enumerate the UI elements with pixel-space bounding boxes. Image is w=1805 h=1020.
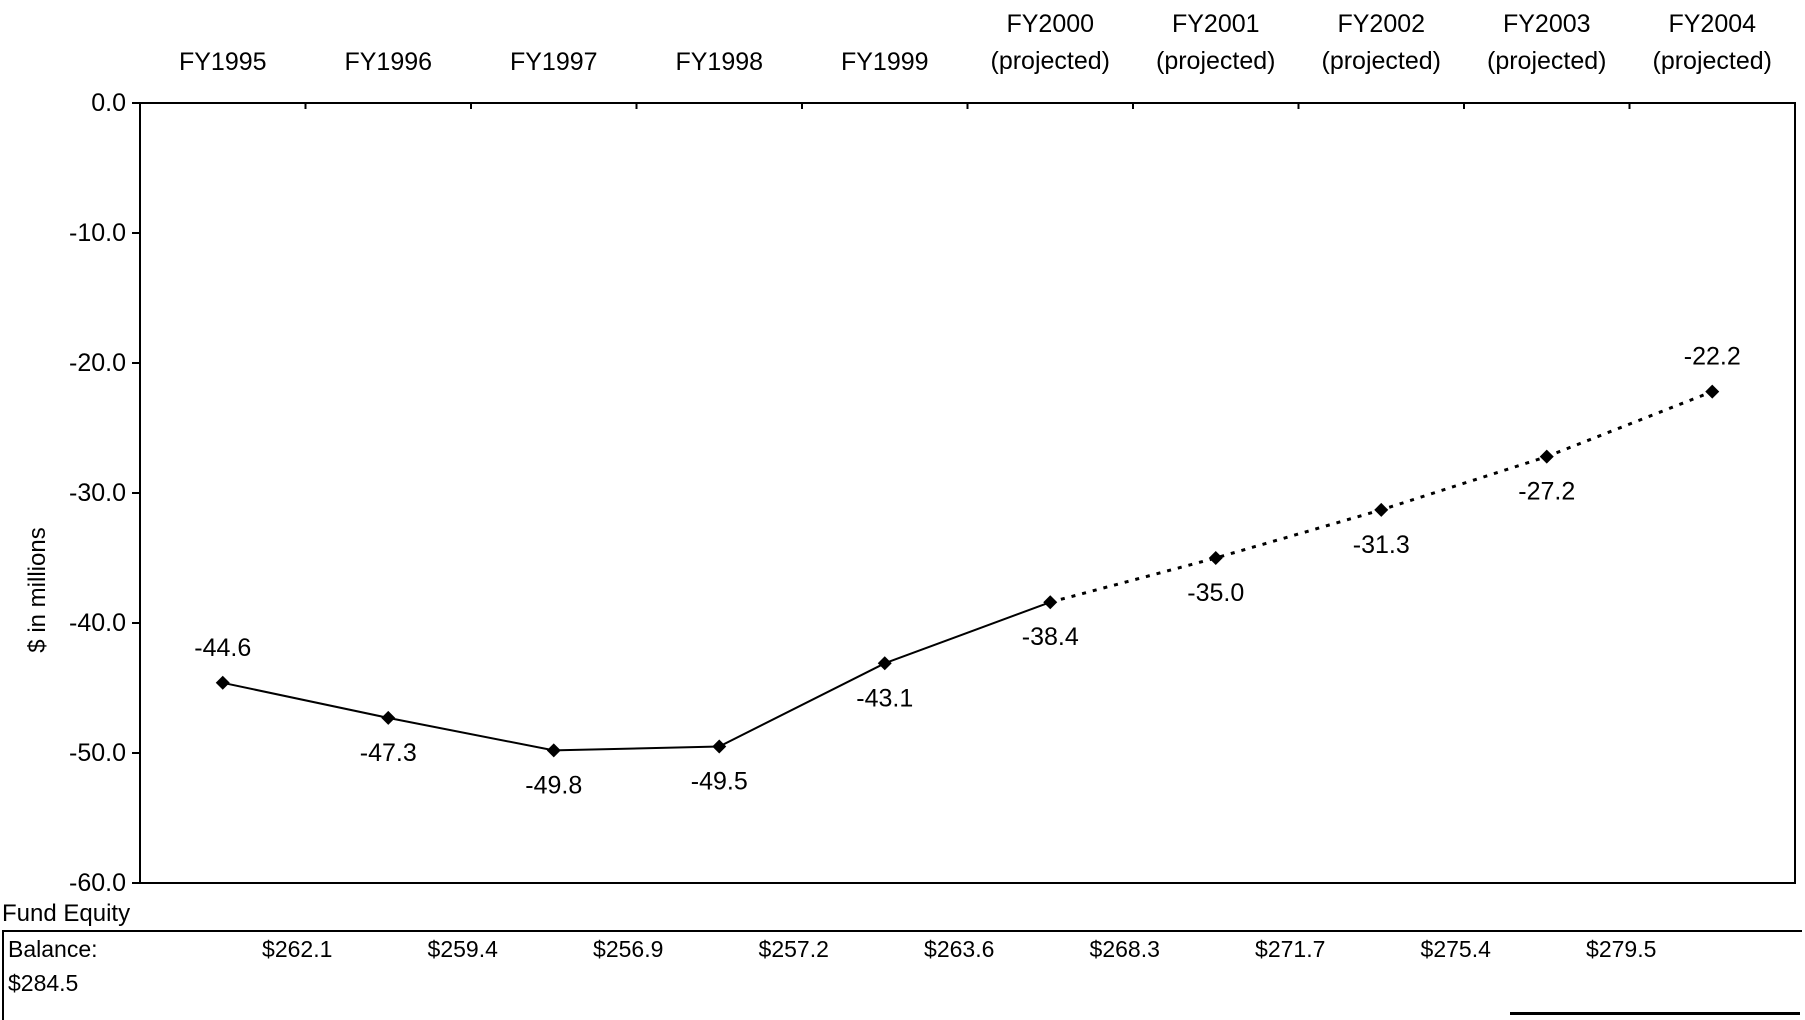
data-label: -49.8 bbox=[525, 771, 582, 799]
fund-equity-value: $271.7 bbox=[1255, 936, 1326, 962]
y-tick-label: 0.0 bbox=[91, 89, 126, 117]
data-label: -43.1 bbox=[856, 684, 913, 712]
fund-equity-value: $275.4 bbox=[1420, 936, 1491, 962]
actual-line bbox=[222, 601, 1051, 752]
data-label: -44.6 bbox=[194, 634, 251, 662]
series-fund-balance bbox=[215, 384, 1720, 758]
fund-equity-value: $256.9 bbox=[593, 936, 664, 962]
y-tick-label: -30.0 bbox=[69, 479, 126, 507]
data-point-marker bbox=[546, 743, 561, 758]
data-point-marker bbox=[1208, 551, 1223, 565]
data-label: -27.2 bbox=[1518, 478, 1575, 506]
fund-equity-title: Fund Equity bbox=[2, 900, 131, 927]
fund-equity-last-value: $284.5 bbox=[8, 970, 79, 996]
category-label: FY2000 (projected) bbox=[991, 10, 1111, 75]
category-label: FY1997 bbox=[510, 48, 598, 76]
category-label: FY1995 bbox=[179, 48, 267, 76]
projected-line bbox=[1049, 390, 1713, 604]
data-point-marker bbox=[1705, 384, 1720, 399]
y-tick-label: -40.0 bbox=[69, 609, 126, 637]
data-label: -22.2 bbox=[1684, 343, 1741, 371]
y-tick-label: -10.0 bbox=[69, 219, 126, 247]
data-label: -35.0 bbox=[1187, 579, 1244, 607]
category-label: FY2001 (projected) bbox=[1156, 10, 1276, 75]
fund-equity-value: $257.2 bbox=[758, 936, 829, 962]
data-label: -38.4 bbox=[1022, 623, 1079, 651]
data-labels: -44.6 -47.3 -49.8 -49.5 -43.1 -38.4 -35.0 -31.3… bbox=[194, 343, 1740, 800]
data-point-marker bbox=[1539, 449, 1554, 464]
data-label: -49.5 bbox=[691, 768, 748, 796]
fund-equity-value: $262.1 bbox=[262, 936, 333, 962]
y-tick-label: -50.0 bbox=[69, 739, 126, 767]
category-axis: FY1995 FY1996 FY1997 FY1998 FY1999 FY2000 (pro… bbox=[179, 10, 1796, 109]
line-chart: 0.0 -10.0 -20.0 -30.0 -40.0 -50.0 -60.0 FY1995… bbox=[24, 10, 1796, 895]
fund-equity-table bbox=[2, 930, 1802, 1020]
data-point-marker bbox=[712, 739, 727, 754]
data-point-marker bbox=[215, 675, 230, 690]
fund-equity-value: $268.3 bbox=[1089, 936, 1160, 962]
y-tick-label: -20.0 bbox=[69, 349, 126, 377]
fund-equity-value: $263.6 bbox=[924, 936, 995, 962]
data-point-marker bbox=[381, 710, 396, 725]
category-label: FY2003 (projected) bbox=[1487, 10, 1607, 75]
data-point-marker bbox=[877, 656, 892, 671]
y-axis: 0.0 -10.0 -20.0 -30.0 -40.0 -50.0 -60.0 bbox=[69, 89, 140, 895]
category-label: FY2002 (projected) bbox=[1322, 10, 1442, 75]
category-label: FY2004 (projected) bbox=[1653, 10, 1773, 75]
fund-equity-value: $279.5 bbox=[1586, 936, 1657, 962]
category-label: FY1996 bbox=[344, 48, 432, 76]
data-label: -47.3 bbox=[360, 739, 417, 767]
category-label: FY1999 bbox=[841, 48, 929, 76]
fund-equity-value: $259.4 bbox=[427, 936, 498, 962]
data-point-marker bbox=[1374, 502, 1389, 517]
category-label: FY1998 bbox=[675, 48, 763, 76]
fund-equity-balance-label: Balance: bbox=[8, 936, 98, 962]
data-label: -31.3 bbox=[1353, 531, 1410, 559]
data-point-marker bbox=[1043, 595, 1058, 610]
corner-line bbox=[1510, 1012, 1800, 1015]
y-axis-title: $ in millions bbox=[24, 527, 51, 652]
y-tick-label: -60.0 bbox=[69, 869, 126, 895]
